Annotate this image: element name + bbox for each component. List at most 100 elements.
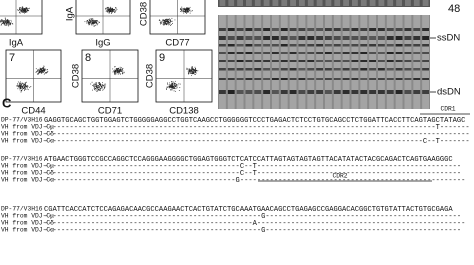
event-dot (21, 10, 23, 12)
event-dot (19, 89, 21, 91)
event-dot (93, 25, 95, 27)
event-dot (19, 8, 21, 10)
event-dot (35, 71, 37, 72)
event-dot (167, 82, 168, 84)
event-dot (23, 10, 25, 12)
gel-band (289, 52, 297, 54)
event-dot (24, 11, 25, 13)
gel-band (351, 44, 359, 47)
gel-band (236, 28, 244, 31)
event-dot (12, 23, 14, 25)
event-dot (165, 88, 167, 90)
event-dot (189, 10, 191, 12)
event-dot (23, 89, 25, 91)
event-dot (87, 21, 88, 23)
event-dot (39, 67, 41, 69)
gel-strip-lane (237, 0, 243, 6)
event-dot (119, 66, 121, 68)
event-dot (23, 8, 25, 10)
row-label: DP-77/V3H16 (1, 117, 43, 124)
gel-band (333, 90, 341, 94)
event-dot (113, 10, 115, 12)
flow-cytometry-panels: IgA IgGIgACD77CD387CD448CD71CD389CD138CD3… (0, 0, 213, 117)
gel-band (413, 36, 421, 40)
event-dot (44, 70, 46, 72)
gel-band (378, 28, 385, 31)
event-dot (25, 84, 27, 86)
gel-band (378, 36, 385, 40)
event-dot (170, 24, 172, 25)
event-dot (24, 10, 26, 12)
event-dot (93, 20, 95, 22)
event-dot (96, 87, 98, 89)
gel-strip-lane (325, 0, 332, 6)
gel-band (272, 36, 279, 40)
event-dot (115, 70, 117, 71)
event-dot (4, 17, 6, 19)
gel-band (351, 90, 359, 94)
event-dot (112, 8, 114, 10)
event-dot (183, 9, 184, 11)
event-dot (100, 85, 102, 87)
event-dot (192, 68, 194, 70)
event-dot (27, 85, 29, 87)
gel-band (272, 78, 279, 80)
gel-strip-lane (272, 0, 279, 6)
gel-band (280, 36, 288, 40)
gel-band (360, 28, 368, 31)
gel-band (254, 52, 262, 54)
gel-band (360, 52, 368, 54)
gel-band (413, 44, 421, 47)
gel-strip-lane (290, 0, 296, 6)
gel-strip-lane (387, 0, 394, 6)
event-dot (170, 81, 172, 83)
event-dot (93, 86, 95, 88)
gel-band (298, 78, 306, 80)
event-dot (111, 11, 113, 13)
event-dot (158, 20, 160, 22)
x-axis-label: IgA (9, 38, 24, 49)
gel-band (298, 28, 306, 31)
event-dot (101, 82, 103, 84)
event-dot (173, 81, 175, 83)
event-dot (110, 8, 111, 10)
gel-band (245, 28, 253, 31)
event-dot (108, 6, 110, 8)
event-dot (170, 86, 172, 88)
gel-band (351, 68, 359, 71)
x-axis-label: CD44 (21, 106, 45, 117)
event-dot (117, 69, 119, 71)
event-dot (188, 71, 190, 73)
event-dot (93, 85, 95, 86)
event-dot (192, 70, 194, 72)
event-dot (114, 72, 116, 74)
event-dot (98, 86, 100, 88)
event-dot (96, 82, 98, 84)
event-dot (0, 19, 2, 21)
event-dot (102, 83, 104, 85)
event-dot (26, 86, 28, 88)
band-label: dsDN (437, 87, 461, 98)
event-dot (174, 86, 176, 87)
gel-band (351, 28, 359, 31)
y-axis-label: CD38 (139, 2, 150, 26)
event-dot (107, 10, 109, 12)
event-dot (121, 70, 123, 72)
event-dot (113, 70, 115, 72)
gel-band (263, 90, 270, 94)
gel-band (316, 44, 323, 47)
event-dot (45, 71, 47, 73)
event-dot (162, 21, 164, 23)
event-dot (9, 23, 11, 25)
gel-band (245, 78, 253, 80)
event-dot (184, 9, 186, 11)
event-dot (105, 10, 107, 12)
event-dot (186, 7, 188, 9)
gel-band (386, 78, 394, 80)
gel-band (386, 36, 394, 40)
event-dot (191, 69, 193, 71)
event-dot (18, 83, 20, 85)
event-dot (186, 13, 188, 14)
gel-band (342, 52, 350, 54)
event-dot (19, 85, 21, 87)
